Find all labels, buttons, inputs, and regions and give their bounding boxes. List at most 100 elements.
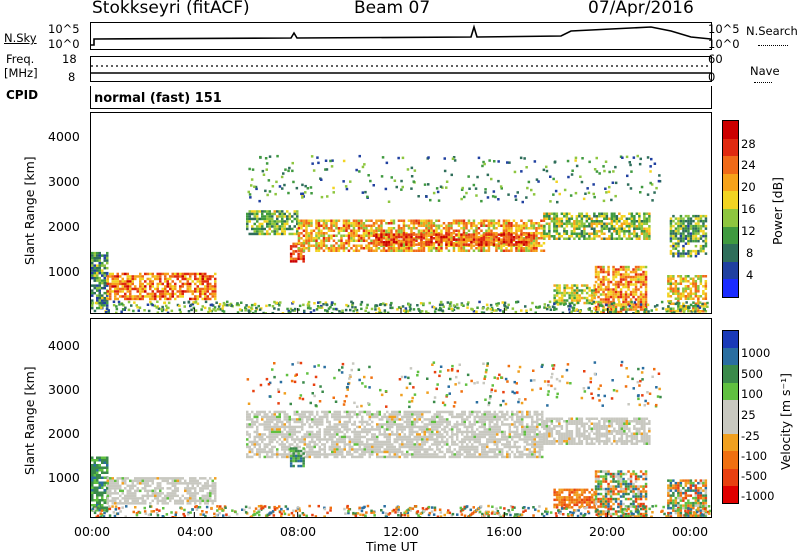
echo-region bbox=[553, 284, 596, 305]
velocity-cbar-tick-1000: 1000 bbox=[741, 346, 771, 360]
freq-panel bbox=[90, 56, 712, 82]
freq-tick-top: 18 bbox=[62, 52, 77, 66]
velocity-ylabel: Slant Range [km] bbox=[22, 366, 37, 475]
velocity-ytick-3000: 3000 bbox=[48, 382, 80, 397]
radar-title: Stokkseyri (fitACF) bbox=[92, 0, 250, 18]
power-cbar-tick-24: 24 bbox=[741, 158, 756, 172]
echo-region bbox=[669, 214, 708, 258]
velocity-cbar-label: Velocity [m s⁻¹] bbox=[778, 372, 793, 470]
power-heatmap-panel bbox=[90, 112, 712, 315]
echo-region bbox=[667, 479, 708, 517]
velocity-ytick-2000: 2000 bbox=[48, 426, 80, 441]
date-label: 07/Apr/2016 bbox=[588, 0, 694, 18]
velocity-colorbar-swatch bbox=[723, 434, 738, 452]
xtick-1200: 12:00 bbox=[383, 524, 420, 539]
velocity-colorbar-swatch bbox=[723, 382, 738, 400]
nsearch-dotted-legend bbox=[758, 45, 788, 46]
echo-region bbox=[106, 477, 217, 505]
nsearch-tick-top: 10^5 bbox=[708, 22, 740, 36]
echo-region bbox=[667, 275, 708, 313]
echo-region bbox=[543, 417, 651, 445]
nave-tick-bottom: 0 bbox=[708, 70, 716, 84]
freq-unit-label: [MHz] bbox=[4, 66, 38, 80]
echo-region bbox=[543, 212, 651, 240]
power-colorbar-swatch bbox=[723, 173, 738, 192]
xtick-0400: 04:00 bbox=[177, 524, 214, 539]
xtick-1600: 16:00 bbox=[486, 524, 523, 539]
echo-region bbox=[106, 272, 217, 301]
freq-tick-bottom: 8 bbox=[68, 70, 76, 84]
velocity-cbar-tick-neg1000: -1000 bbox=[741, 489, 775, 503]
power-ytick-4000: 4000 bbox=[48, 129, 80, 144]
nsearch-tick-bottom: 10^0 bbox=[708, 37, 740, 51]
velocity-cbar-tick-25: 25 bbox=[741, 408, 756, 422]
echo-region bbox=[246, 210, 299, 236]
xtick-0000: 00:00 bbox=[74, 524, 111, 539]
nave-label: Nave bbox=[750, 64, 780, 78]
beam-label: Beam 07 bbox=[354, 0, 431, 18]
power-colorbar-swatch bbox=[723, 121, 738, 139]
echo-region bbox=[553, 488, 596, 509]
cpid-id: 151 bbox=[194, 91, 222, 106]
echo-region bbox=[594, 265, 648, 314]
velocity-colorbar-swatch bbox=[723, 365, 738, 383]
nsky-tick-bottom: 10^0 bbox=[48, 37, 80, 51]
power-colorbar bbox=[722, 120, 739, 298]
cpid-panel bbox=[90, 86, 712, 109]
echo-region bbox=[91, 251, 109, 310]
power-colorbar-swatch bbox=[723, 279, 738, 297]
nave-dotted-legend bbox=[754, 82, 772, 83]
echo-region bbox=[91, 456, 109, 512]
echo-region bbox=[246, 410, 544, 459]
xtick-0800: 08:00 bbox=[280, 524, 317, 539]
power-colorbar-swatch bbox=[723, 261, 738, 280]
power-colorbar-swatch bbox=[723, 138, 738, 157]
power-colorbar-swatch bbox=[723, 208, 738, 227]
power-ylabel: Slant Range [km] bbox=[22, 156, 37, 265]
nsky-label: N.Sky bbox=[4, 31, 37, 45]
velocity-colorbar-swatch bbox=[723, 417, 738, 435]
nsky-trace bbox=[91, 24, 712, 46]
power-cbar-tick-4: 4 bbox=[746, 268, 754, 282]
nave-tick-top: 60 bbox=[708, 52, 723, 66]
velocity-cbar-tick-neg500: -500 bbox=[741, 469, 768, 483]
power-ytick-3000: 3000 bbox=[48, 174, 80, 189]
velocity-colorbar bbox=[722, 330, 739, 504]
velocity-cbar-tick-neg25: -25 bbox=[741, 429, 760, 443]
echo-region bbox=[289, 447, 305, 468]
velocity-colorbar-swatch bbox=[723, 451, 738, 469]
power-cbar-tick-8: 8 bbox=[746, 246, 754, 260]
velocity-ytick-1000: 1000 bbox=[48, 470, 80, 485]
power-heatmap bbox=[91, 154, 709, 315]
xtick-2000: 20:00 bbox=[589, 524, 626, 539]
echo-region bbox=[594, 470, 648, 518]
velocity-colorbar-swatch bbox=[723, 399, 738, 418]
xaxis-label: Time UT bbox=[366, 539, 418, 554]
velocity-colorbar-swatch bbox=[723, 468, 738, 486]
echo-region bbox=[375, 233, 533, 246]
cpid-mode: normal (fast) 151 bbox=[94, 91, 222, 106]
velocity-heatmap-panel bbox=[90, 318, 712, 519]
power-cbar-tick-12: 12 bbox=[741, 224, 756, 238]
nsky-tick-top: 10^5 bbox=[48, 22, 80, 36]
freq-trace bbox=[91, 65, 711, 74]
power-cbar-tick-28: 28 bbox=[741, 137, 756, 151]
power-colorbar-swatch bbox=[723, 156, 738, 174]
scatter-speckle bbox=[91, 154, 709, 315]
velocity-cbar-tick-neg100: -100 bbox=[741, 449, 768, 463]
power-colorbar-swatch bbox=[723, 226, 738, 245]
velocity-colorbar-swatch bbox=[723, 331, 738, 349]
velocity-cbar-tick-500: 500 bbox=[741, 367, 763, 381]
cpid-mode-text: normal (fast) bbox=[94, 91, 191, 106]
power-cbar-tick-20: 20 bbox=[741, 180, 756, 194]
scatter-speckle bbox=[91, 360, 712, 519]
cpid-label: CPID bbox=[6, 88, 39, 102]
xtick-0000-end: 00:00 bbox=[672, 524, 709, 539]
power-cbar-label: Power [dB] bbox=[770, 176, 785, 245]
velocity-colorbar-swatch bbox=[723, 485, 738, 504]
power-cbar-tick-16: 16 bbox=[741, 202, 756, 216]
velocity-colorbar-swatch bbox=[723, 348, 738, 366]
power-colorbar-swatch bbox=[723, 191, 738, 209]
nsearch-label: N.Search bbox=[746, 24, 798, 38]
velocity-cbar-tick-100: 100 bbox=[741, 387, 763, 401]
